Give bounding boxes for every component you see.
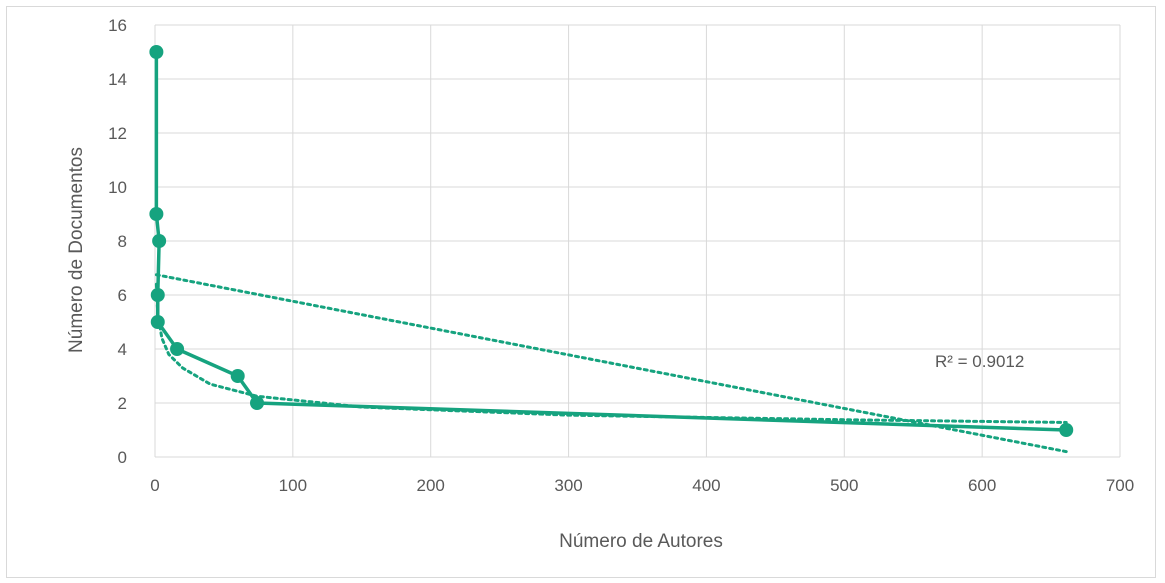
x-axis-title: Número de Autores bbox=[559, 531, 723, 552]
y-tick-label: 16 bbox=[108, 16, 127, 35]
y-tick-label: 2 bbox=[118, 394, 127, 413]
data-point bbox=[250, 396, 265, 410]
data-point bbox=[1059, 423, 1074, 437]
chart-frame bbox=[6, 6, 1156, 578]
y-axis-title: Número de Documentos bbox=[66, 147, 87, 353]
x-tick-label: 0 bbox=[150, 476, 159, 495]
tick-labels: 0 2 4 6 8 10 12 14 16 0 100 200 300 400 500 600 700 bbox=[108, 16, 1134, 495]
r-squared-label: R² = 0.9012 bbox=[935, 352, 1024, 371]
y-tick-label: 10 bbox=[108, 178, 127, 197]
y-tick-label: 4 bbox=[118, 340, 127, 359]
data-point bbox=[149, 45, 164, 59]
trendline-linear bbox=[154, 273, 1068, 454]
data-point bbox=[170, 342, 185, 356]
data-point bbox=[150, 315, 165, 329]
x-tick-label: 200 bbox=[417, 476, 445, 495]
y-tick-label: 0 bbox=[118, 448, 127, 467]
x-tick-label: 100 bbox=[279, 476, 307, 495]
data-point bbox=[149, 207, 164, 221]
x-tick-label: 600 bbox=[968, 476, 996, 495]
x-tick-label: 700 bbox=[1106, 476, 1134, 495]
x-tick-label: 500 bbox=[830, 476, 858, 495]
data-point bbox=[152, 234, 167, 248]
y-tick-label: 14 bbox=[108, 70, 127, 89]
data-point bbox=[230, 369, 245, 383]
y-tick-label: 6 bbox=[118, 286, 127, 305]
data-point bbox=[150, 288, 165, 302]
data-series bbox=[149, 45, 1074, 437]
x-tick-label: 400 bbox=[692, 476, 720, 495]
y-tick-label: 8 bbox=[118, 232, 127, 251]
gridlines bbox=[154, 24, 1121, 458]
y-tick-label: 12 bbox=[108, 124, 127, 143]
x-tick-label: 300 bbox=[554, 476, 582, 495]
